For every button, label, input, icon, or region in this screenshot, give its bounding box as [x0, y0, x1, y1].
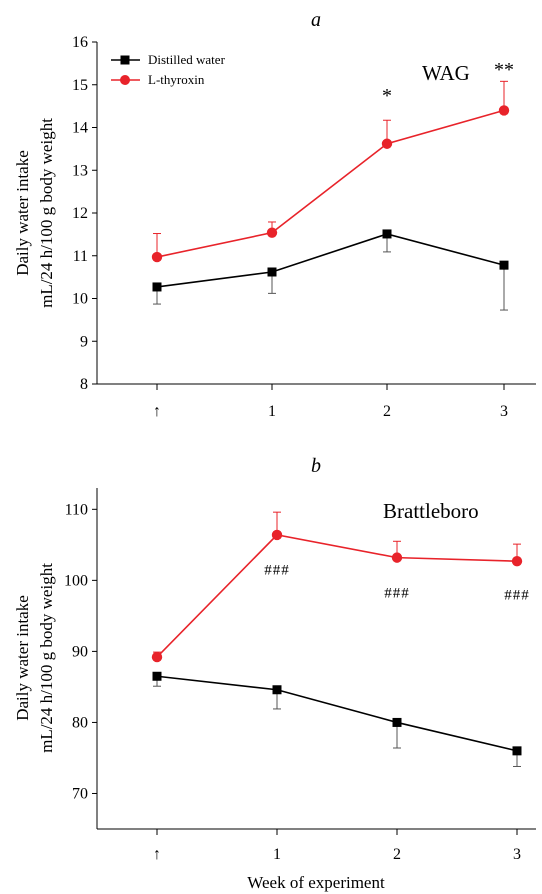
data-point: [512, 746, 522, 756]
data-point: [152, 282, 162, 292]
data-point: [267, 267, 277, 277]
panel-letter: a: [311, 9, 321, 31]
data-point: [498, 105, 510, 116]
x-tick-label: 1: [268, 403, 276, 420]
x-tick-label: 2: [393, 846, 401, 863]
x-tick-label: 3: [500, 403, 508, 420]
data-point: [392, 717, 402, 727]
series-line: [156, 675, 518, 752]
y-tick-label: 14: [72, 120, 88, 137]
y-tick-label: 12: [72, 205, 88, 222]
y-tick-label: 100: [64, 572, 88, 589]
significance-annotation: ###: [384, 585, 410, 601]
data-point: [381, 138, 393, 149]
x-axis-title: Week of experiment: [247, 873, 385, 892]
panel-letter: b: [311, 455, 321, 477]
y-tick-label: 15: [72, 77, 88, 94]
y-tick-label: 13: [72, 162, 88, 179]
series-line: [156, 534, 518, 658]
significance-annotation: **: [494, 59, 514, 81]
x-tick-label: 1: [273, 846, 281, 863]
legend-marker: [120, 55, 130, 65]
data-point: [266, 227, 278, 238]
y-tick-label: 110: [65, 501, 88, 518]
x-tick-label: 3: [513, 846, 521, 863]
legend-label: L-thyroxin: [148, 72, 205, 87]
significance-annotation: ###: [264, 563, 290, 579]
y-tick-label: 11: [73, 248, 88, 265]
y-tick-label: 70: [72, 785, 88, 802]
data-point: [151, 251, 163, 263]
series-line: [156, 109, 505, 258]
y-axis-title: Daily water intake: [13, 150, 32, 276]
y-tick-label: 8: [80, 376, 88, 393]
y-axis-title: mL/24 h/100 g body weight: [37, 118, 56, 308]
x-tick-label: ↑: [153, 403, 161, 420]
data-point: [382, 229, 392, 239]
data-point: [391, 552, 403, 563]
strain-label: WAG: [422, 61, 470, 85]
x-tick-label: 2: [383, 403, 391, 420]
y-axis-title: Daily water intake: [13, 595, 32, 721]
y-tick-label: 80: [72, 714, 88, 731]
data-point: [511, 555, 523, 567]
y-tick-label: 10: [72, 291, 88, 308]
significance-annotation: ###: [504, 588, 530, 604]
y-tick-label: 16: [72, 34, 88, 51]
y-tick-label: 90: [72, 643, 88, 660]
legend-label: Distilled water: [148, 52, 226, 67]
x-tick-label: ↑: [153, 846, 161, 863]
data-point: [272, 685, 282, 695]
strain-label: Brattleboro: [383, 499, 479, 523]
data-point: [499, 260, 509, 270]
series-line: [156, 233, 505, 288]
data-point: [271, 529, 283, 541]
y-axis-title: mL/24 h/100 g body weight: [37, 563, 56, 753]
legend-marker: [120, 75, 130, 85]
significance-annotation: *: [382, 85, 392, 107]
y-tick-label: 9: [80, 333, 88, 350]
data-point: [151, 651, 163, 663]
data-point: [152, 671, 162, 681]
